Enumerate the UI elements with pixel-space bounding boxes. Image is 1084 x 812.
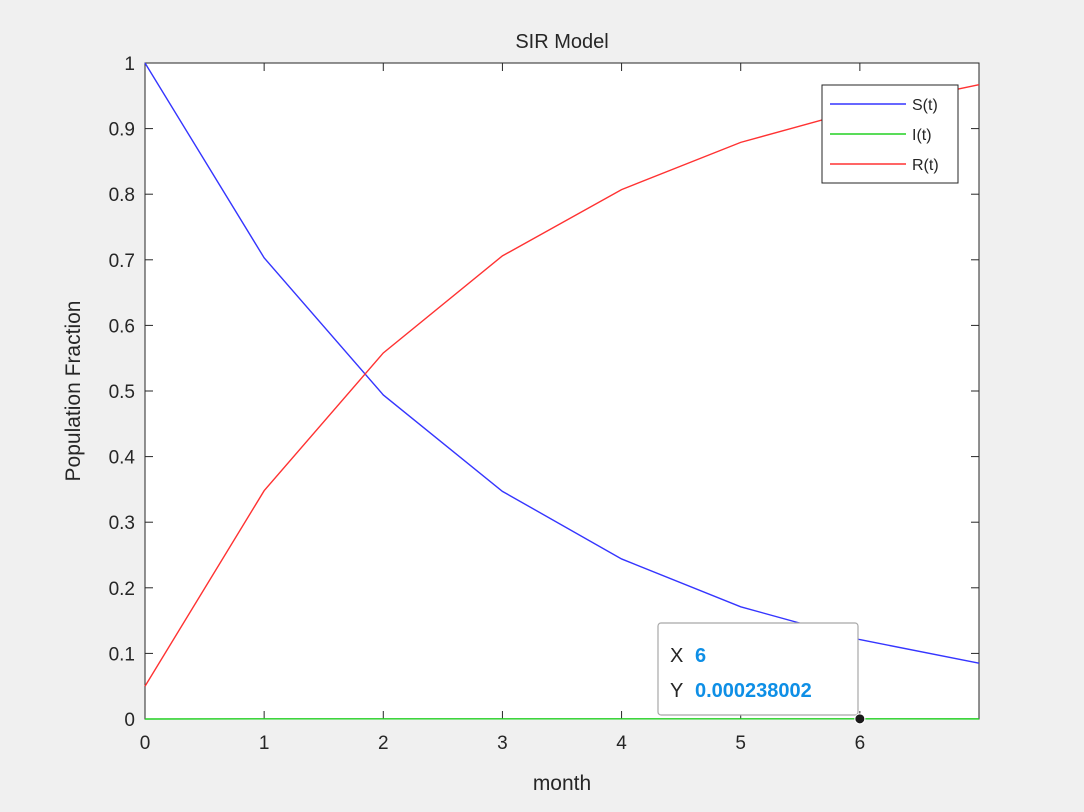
- y-tick-label: 0.9: [109, 120, 135, 141]
- x-tick-label: 6: [855, 733, 866, 754]
- datatip-x-label: X: [670, 645, 683, 667]
- datatip-y-label: Y: [670, 680, 683, 702]
- y-tick-label: 0.5: [109, 382, 135, 403]
- legend-label: R(t): [912, 157, 939, 174]
- y-tick-label: 0: [124, 710, 135, 731]
- y-tick-label: 0.3: [109, 513, 135, 534]
- datatip-y-value: 0.000238002: [695, 680, 812, 702]
- y-axis: 0 0.1 0.2 0.3 0.4 0.5 0.6 0.7 0.8 0.9 1: [109, 54, 979, 731]
- y-tick-label: 1: [124, 54, 135, 75]
- legend-label: S(t): [912, 97, 938, 114]
- x-tick-label: 4: [616, 733, 627, 754]
- y-tick-label: 0.8: [109, 185, 135, 206]
- y-axis-label: Population Fraction: [62, 301, 85, 482]
- y-tick-label: 0.7: [109, 251, 135, 272]
- x-axis: 0 1 2 3 4 5 6: [140, 63, 865, 754]
- legend[interactable]: S(t) I(t) R(t): [821, 84, 959, 184]
- x-tick-label: 1: [259, 733, 270, 754]
- datatip-x-value: 6: [695, 645, 706, 667]
- y-tick-label: 0.6: [109, 316, 135, 337]
- y-tick-label: 0.4: [109, 448, 136, 469]
- datatip-box: [657, 622, 859, 716]
- chart-title: SIR Model: [515, 31, 608, 53]
- x-tick-label: 0: [140, 733, 151, 754]
- datatip[interactable]: X 6 Y 0.000238002: [657, 622, 866, 725]
- x-tick-label: 3: [497, 733, 508, 754]
- x-tick-label: 2: [378, 733, 389, 754]
- y-tick-label: 0.1: [109, 644, 135, 665]
- x-axis-label: month: [533, 772, 591, 795]
- y-tick-label: 0.2: [109, 579, 135, 600]
- datatip-marker[interactable]: [854, 713, 866, 725]
- x-tick-label: 5: [735, 733, 746, 754]
- legend-label: I(t): [912, 127, 932, 144]
